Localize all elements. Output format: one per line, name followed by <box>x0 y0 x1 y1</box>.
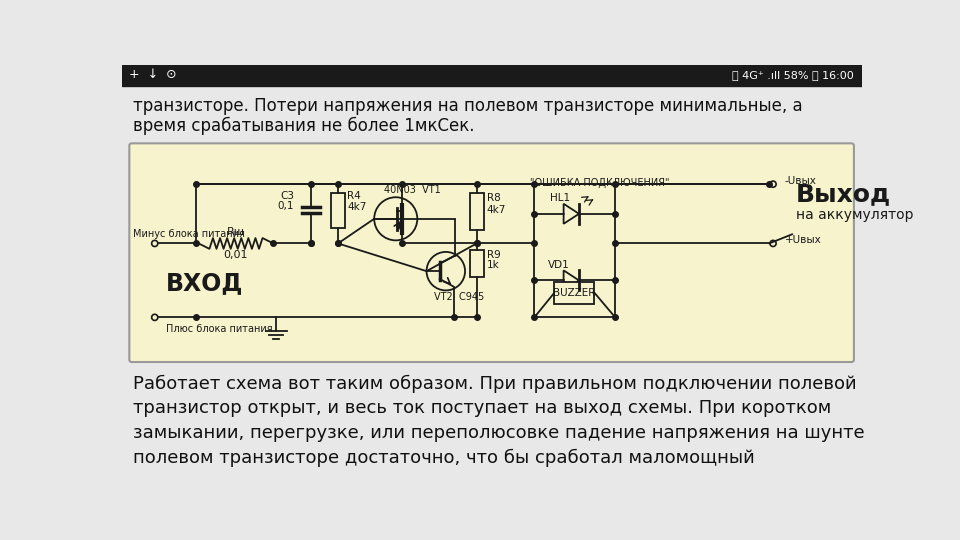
Text: BUZZER: BUZZER <box>553 288 595 298</box>
Bar <box>123 65 861 85</box>
Text: транзисторе. Потери напряжения на полевом транзисторе минимальные, а: транзисторе. Потери напряжения на полево… <box>133 97 803 115</box>
Text: -Uвых: -Uвых <box>784 176 816 186</box>
Text: VT2  C945: VT2 C945 <box>434 292 485 301</box>
Text: 0,1: 0,1 <box>277 201 294 211</box>
Text: Плюс блока питания: Плюс блока питания <box>166 324 273 334</box>
Text: VD1: VD1 <box>548 260 570 270</box>
Text: Выход: Выход <box>796 182 891 206</box>
Text: ВХОД: ВХОД <box>166 272 244 295</box>
Text: транзистор открыт, и весь ток поступает на выход схемы. При коротком: транзистор открыт, и весь ток поступает … <box>133 399 831 417</box>
Text: замыкании, перегрузке, или переполюсовке падение напряжения на шунте: замыкании, перегрузке, или переполюсовке… <box>133 423 865 442</box>
Text: 40N03  VT1: 40N03 VT1 <box>384 185 441 195</box>
Text: R9: R9 <box>487 250 500 260</box>
Text: 4k7: 4k7 <box>487 205 506 214</box>
Text: время срабатывания не более 1мкСек.: время срабатывания не более 1мкСек. <box>133 117 474 136</box>
Bar <box>469 249 484 276</box>
Text: R4: R4 <box>348 191 361 201</box>
Text: Работает схема вот таким образом. При правильном подключении полевой: Работает схема вот таким образом. При пр… <box>133 374 857 393</box>
Text: 0,01: 0,01 <box>224 250 248 260</box>
Text: "ОШИБКА ПОДКЛЮЧЕНИЯ": "ОШИБКА ПОДКЛЮЧЕНИЯ" <box>531 178 670 188</box>
Text: полевом транзисторе достаточно, что бы сработал маломощный: полевом транзисторе достаточно, что бы с… <box>133 448 755 467</box>
Text: +Uвых: +Uвых <box>784 235 822 245</box>
Text: C3: C3 <box>280 191 294 201</box>
Text: R8: R8 <box>487 193 500 203</box>
Bar <box>331 193 345 228</box>
Text: HL1: HL1 <box>550 193 570 204</box>
FancyBboxPatch shape <box>130 143 853 362</box>
Text: 1k: 1k <box>487 260 499 270</box>
Bar <box>554 282 594 303</box>
Text: 🕐 4G⁺ .ıll 58% 🔋 16:00: 🕐 4G⁺ .ıll 58% 🔋 16:00 <box>732 70 853 80</box>
Text: Минус блока питания: Минус блока питания <box>133 229 245 239</box>
Text: на аккумулятор: на аккумулятор <box>796 208 914 222</box>
Text: 4k7: 4k7 <box>348 202 367 212</box>
Bar <box>469 193 484 231</box>
Text: +  ↓  ⊙: + ↓ ⊙ <box>129 68 177 82</box>
Text: Rш: Rш <box>227 227 245 237</box>
